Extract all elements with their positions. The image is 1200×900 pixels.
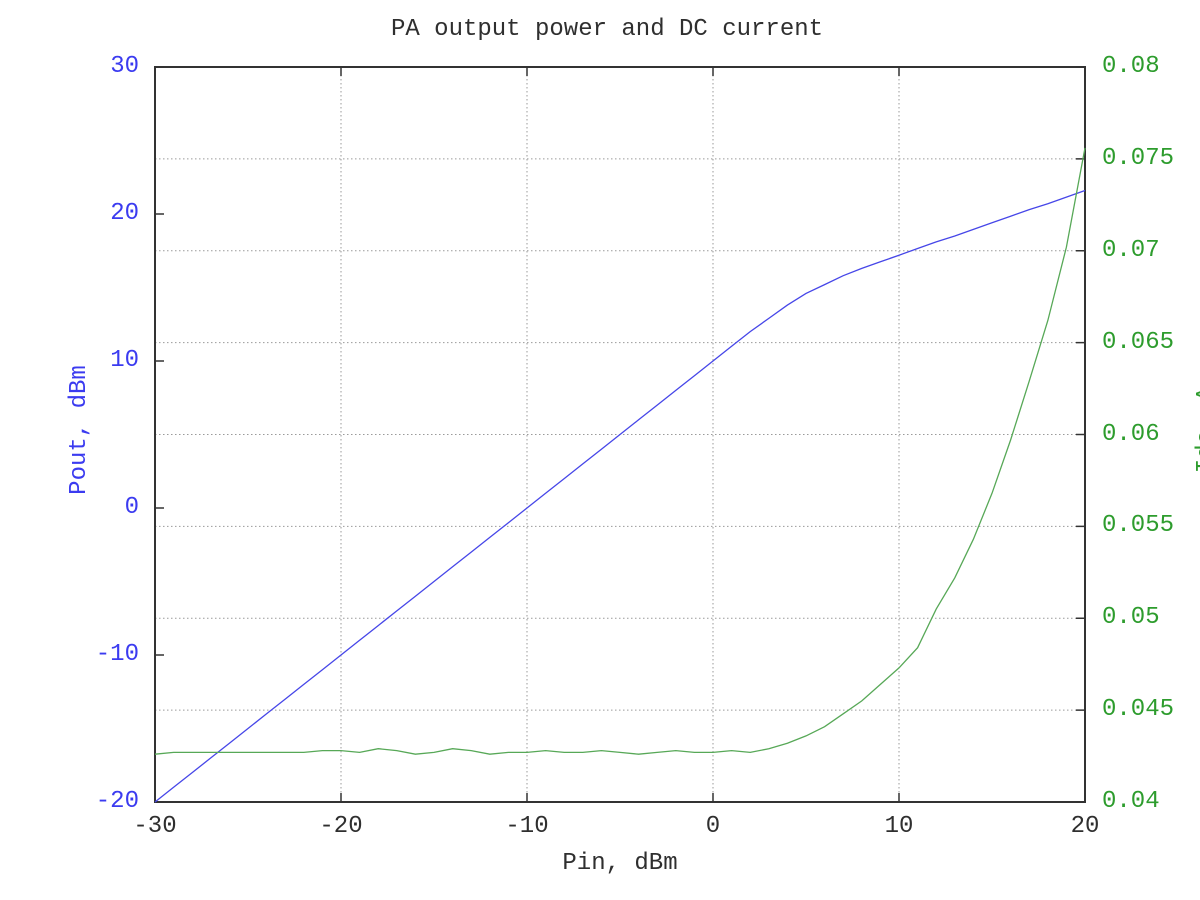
y-left-tick-label: 20: [110, 200, 139, 227]
pout-line: [154, 189, 1086, 803]
y-right-tick-label: 0.065: [1102, 328, 1175, 356]
y-left-tick-label: -10: [95, 641, 139, 668]
x-tick-label: 20: [1070, 813, 1100, 840]
y-right-tick-label: 0.05: [1102, 604, 1160, 632]
y-left-tick-label: 30: [110, 53, 139, 80]
chart-title: PA output power and DC current: [390, 16, 824, 43]
y-right-axis-label: Idc, A: [1193, 387, 1200, 474]
y-right-tick-label: 0.045: [1102, 696, 1175, 724]
x-tick-label: -30: [133, 813, 177, 840]
x-axis-label: Pin, dBm: [562, 850, 678, 877]
x-tick-label: 10: [884, 813, 914, 840]
x-tick-label: -10: [505, 813, 549, 840]
x-tick-label: 0: [705, 813, 721, 840]
y-right-tick-label: 0.055: [1102, 512, 1175, 540]
y-right-tick-label: 0.04: [1102, 788, 1160, 815]
y-right-tick-label: 0.07: [1102, 236, 1160, 264]
y-right-tick-label: 0.075: [1102, 144, 1175, 172]
x-tick-label: -20: [319, 813, 363, 840]
y-left-tick-label: 0: [124, 494, 139, 521]
y-left-tick-label: 10: [110, 347, 139, 374]
y-left-axis-label: Pout, dBm: [66, 365, 93, 495]
y-right-tick-label: 0.08: [1102, 53, 1160, 80]
idc-line: [154, 147, 1086, 755]
y-right-tick-label: 0.06: [1102, 420, 1160, 448]
y-left-tick-label: -20: [95, 788, 139, 815]
